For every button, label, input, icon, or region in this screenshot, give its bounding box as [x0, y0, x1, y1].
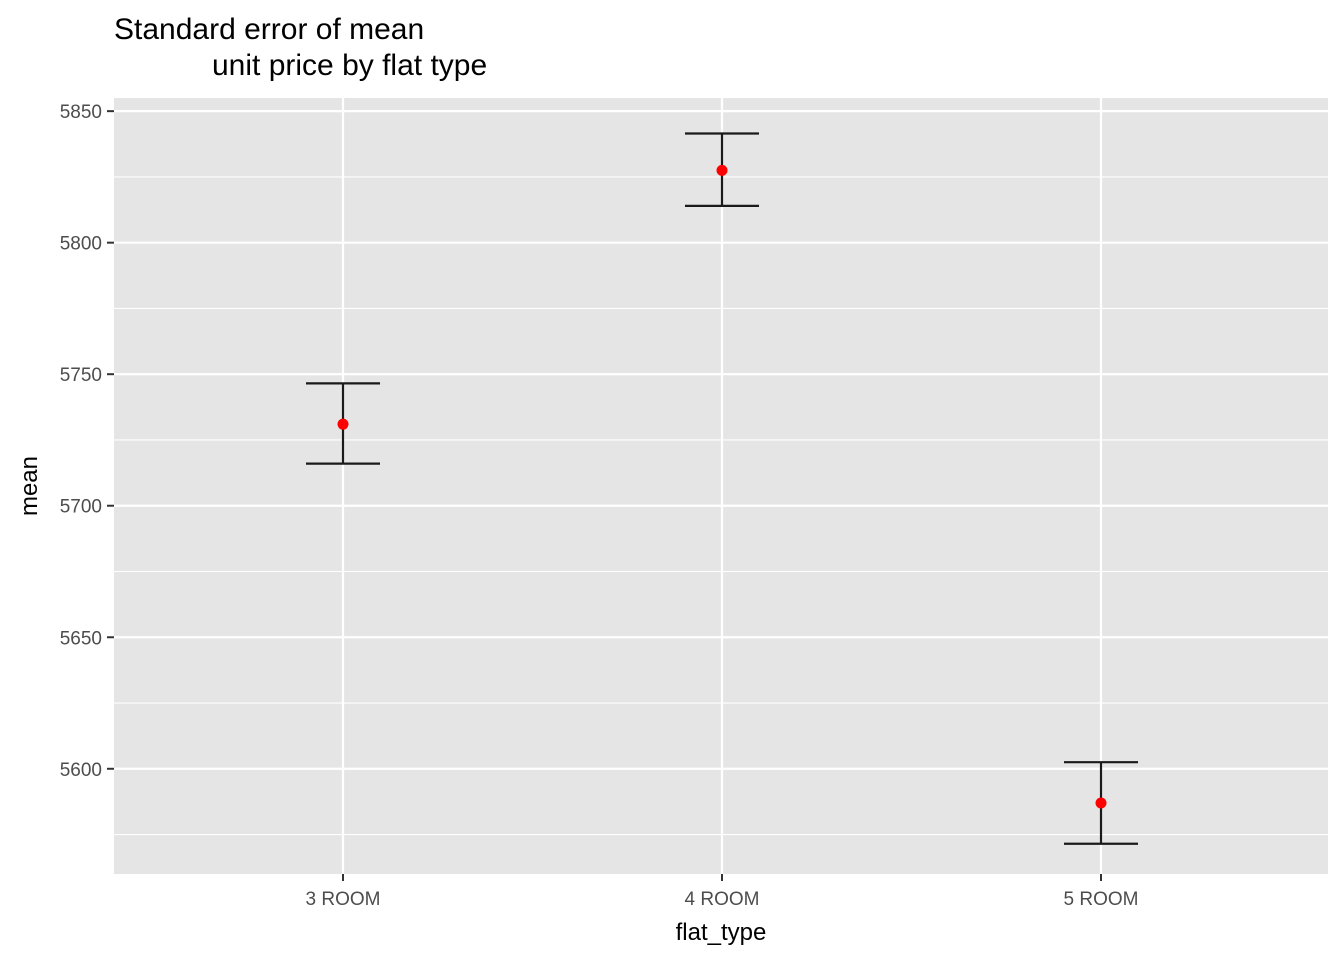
y-tick-label: 5850 [60, 102, 102, 123]
x-tick-label: 3 ROOM [306, 889, 381, 910]
mean-point [1095, 797, 1107, 809]
y-tick-label: 5800 [60, 234, 102, 255]
mean-point [716, 164, 728, 176]
chart-subtitle: unit price by flat type [212, 49, 488, 82]
x-axis-title: flat_type [676, 919, 767, 946]
point-layer [337, 164, 1107, 809]
y-axis-ticks: 5600 5650 5700 5750 5800 5850 [60, 102, 114, 781]
y-tick-label: 5600 [60, 760, 102, 781]
x-axis-ticks: 3 ROOM 4 ROOM 5 ROOM [306, 874, 1139, 910]
y-tick-label: 5650 [60, 628, 102, 649]
x-tick-label: 5 ROOM [1064, 889, 1139, 910]
chart-title: Standard error of mean unit price by flat… [114, 12, 487, 84]
x-tick-label: 4 ROOM [685, 889, 760, 910]
grid-major-lines [114, 98, 1328, 874]
y-tick-label: 5700 [60, 497, 102, 518]
y-axis-title: mean [16, 456, 43, 516]
chart-title-line1: Standard error of mean [114, 13, 425, 46]
y-tick-label: 5750 [60, 365, 102, 386]
mean-point [337, 418, 349, 430]
